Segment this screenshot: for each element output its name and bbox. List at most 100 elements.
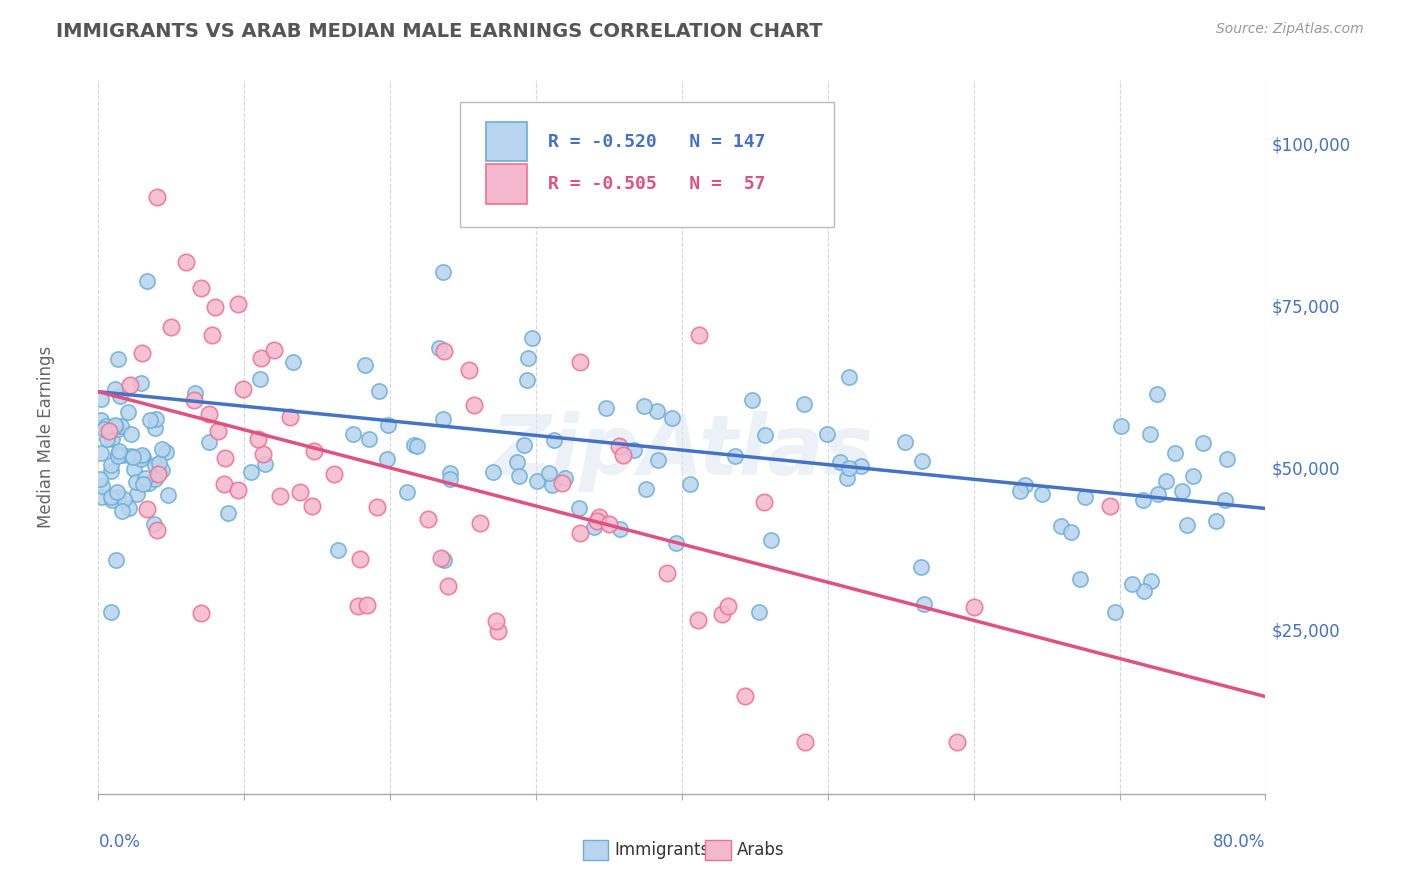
Point [150, 463, 173, 477]
Point [228, 483, 250, 497]
Point [543, 433, 565, 447]
Point [1154, 475, 1177, 489]
Point [838, 369, 860, 384]
Point [657, 566, 679, 580]
Point [278, 409, 301, 424]
Point [538, 466, 561, 480]
Point [588, 510, 610, 524]
Point [1213, 492, 1236, 507]
Point [1014, 478, 1036, 492]
Point [1147, 486, 1170, 500]
Point [269, 489, 291, 503]
Point [754, 427, 776, 442]
Point [623, 443, 645, 458]
Point [156, 488, 179, 502]
Point [104, 552, 127, 566]
Point [661, 410, 683, 425]
Point [748, 605, 770, 619]
Point [439, 471, 461, 485]
Point [468, 516, 491, 530]
Point [406, 439, 429, 453]
Text: Arabs: Arabs [737, 841, 785, 859]
Point [97, 425, 120, 439]
Point [101, 493, 124, 508]
Point [540, 478, 562, 492]
Point [108, 443, 131, 458]
Point [458, 363, 481, 377]
Point [1104, 605, 1126, 619]
Point [741, 393, 763, 408]
Point [634, 483, 657, 497]
Point [201, 327, 224, 342]
Point [1192, 436, 1215, 450]
Point [252, 447, 274, 461]
Point [112, 448, 135, 462]
Bar [582, 840, 609, 860]
Point [120, 378, 142, 392]
Point [110, 418, 132, 433]
Point [90, 446, 112, 460]
Point [129, 376, 152, 391]
Point [912, 597, 935, 611]
Point [752, 495, 775, 509]
Point [688, 328, 710, 343]
Point [302, 443, 325, 458]
Point [551, 475, 574, 490]
Text: Source: ZipAtlas.com: Source: ZipAtlas.com [1216, 22, 1364, 37]
Point [838, 460, 860, 475]
Point [132, 450, 155, 464]
Point [404, 438, 426, 452]
Point [377, 417, 399, 432]
Text: Immigrants: Immigrants [614, 841, 710, 859]
Text: IMMIGRANTS VS ARAB MEDIAN MALE EARNINGS CORRELATION CHART: IMMIGRANTS VS ARAB MEDIAN MALE EARNINGS … [56, 22, 823, 41]
Point [354, 358, 377, 372]
Point [138, 475, 160, 490]
Point [143, 458, 166, 473]
Point [184, 386, 207, 401]
Point [837, 471, 859, 485]
Point [1140, 574, 1163, 588]
Point [607, 439, 630, 453]
Point [568, 525, 591, 540]
Point [1139, 426, 1161, 441]
FancyBboxPatch shape [460, 102, 834, 227]
Point [554, 471, 576, 485]
Point [1132, 492, 1154, 507]
Point [174, 255, 197, 269]
Point [437, 579, 460, 593]
Point [569, 355, 592, 369]
Point [212, 476, 235, 491]
Point [429, 551, 451, 566]
Point [633, 400, 655, 414]
Point [326, 542, 349, 557]
Point [963, 599, 986, 614]
Point [107, 447, 129, 461]
Point [214, 451, 236, 466]
Point [665, 536, 688, 550]
Point [794, 735, 817, 749]
Point [89, 472, 111, 486]
Point [427, 341, 450, 355]
Point [107, 352, 129, 367]
Point [121, 427, 143, 442]
Point [143, 420, 166, 434]
Point [249, 351, 271, 366]
Point [710, 607, 733, 621]
Text: $75,000: $75,000 [1271, 298, 1340, 317]
Point [432, 412, 454, 426]
Point [143, 472, 166, 486]
Point [1121, 577, 1143, 591]
Point [190, 606, 212, 620]
Text: 0.0%: 0.0% [98, 833, 141, 851]
Point [609, 522, 631, 536]
Point [146, 467, 169, 482]
Point [90, 413, 112, 427]
Point [107, 491, 129, 505]
Point [375, 452, 398, 467]
Point [463, 398, 485, 412]
Point [432, 265, 454, 279]
Point [112, 492, 135, 507]
Point [131, 448, 153, 462]
Point [433, 553, 456, 567]
Point [513, 437, 536, 451]
